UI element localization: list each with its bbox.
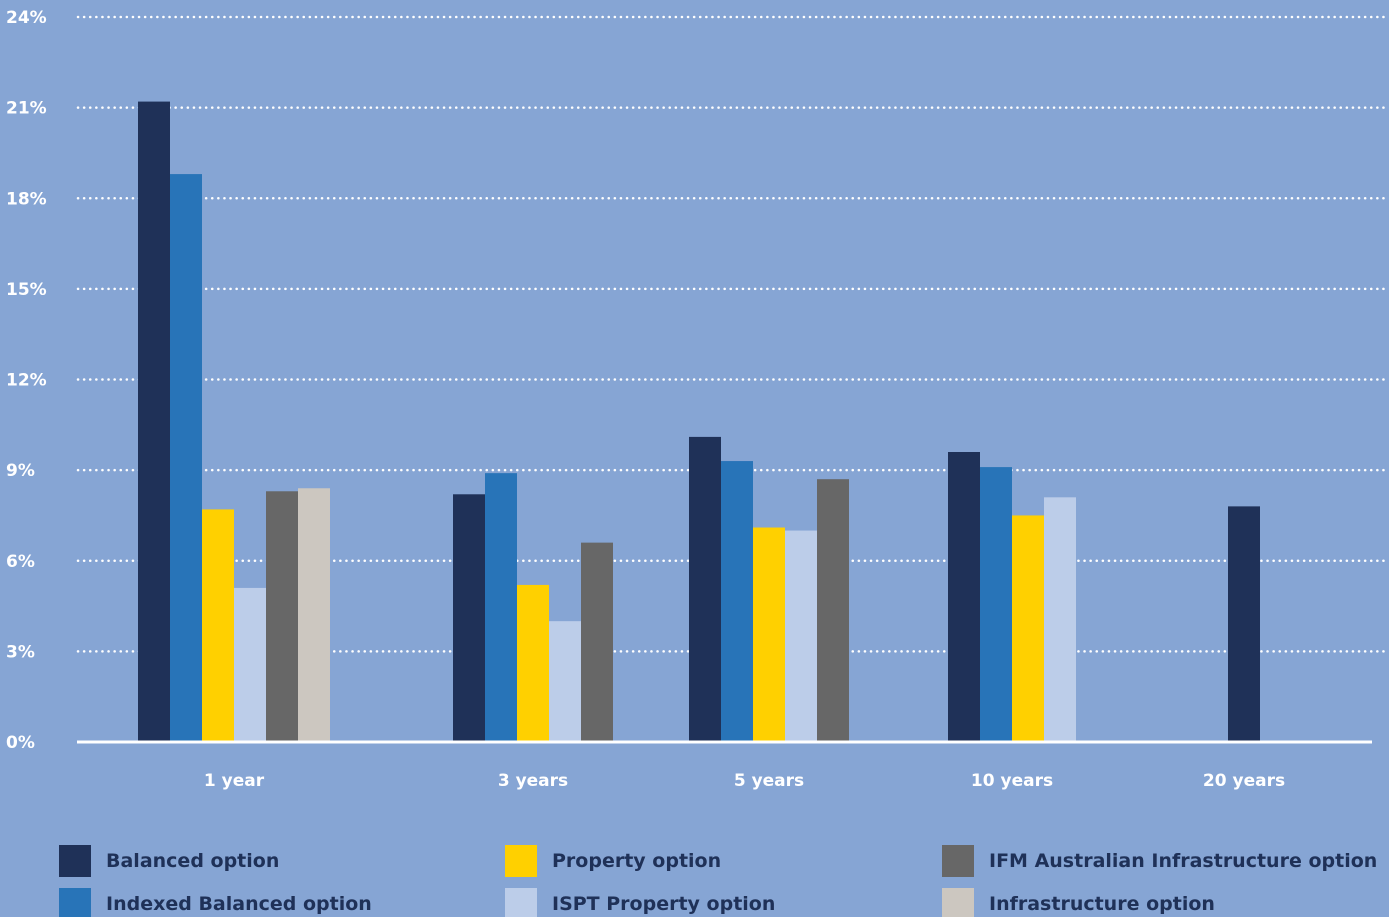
bar — [453, 494, 485, 742]
y-tick-label: 9% — [6, 461, 35, 481]
legend-label: Balanced option — [106, 850, 280, 872]
y-tick-label: 24% — [6, 8, 47, 28]
legend-swatch — [505, 888, 537, 917]
bar — [485, 473, 517, 742]
x-tick-label: 3 years — [498, 771, 568, 791]
legend-swatch — [505, 845, 537, 877]
x-axis-ticks: 1 year 3 years 5 years 10 years 20 years — [204, 771, 1285, 791]
bar — [948, 452, 980, 742]
bar — [689, 436, 721, 742]
y-tick-label: 12% — [6, 371, 47, 391]
legend: Balanced option Indexed Balanced option Pr… — [0, 836, 1389, 917]
bar — [202, 509, 234, 742]
bar — [785, 530, 817, 742]
y-tick-label: 6% — [6, 552, 35, 572]
x-tick-label: 1 year — [204, 771, 265, 791]
legend-item: Balanced option — [59, 845, 279, 877]
bar — [1228, 506, 1260, 742]
legend-swatch — [59, 888, 91, 917]
y-tick-label: 18% — [6, 189, 47, 209]
x-tick-label: 10 years — [971, 771, 1053, 791]
y-tick-label: 0% — [6, 733, 35, 753]
bar — [170, 174, 202, 743]
bar — [138, 101, 170, 743]
legend-label: IFM Australian Infrastructure option — [989, 850, 1378, 872]
y-axis-ticks: 0% 3% 6% 9% 12% 15% 18% 21% 24% — [6, 8, 47, 753]
legend-item: Property option — [505, 845, 721, 877]
legend-swatch — [59, 845, 91, 877]
legend-item: Indexed Balanced option — [59, 888, 372, 917]
bar — [753, 527, 785, 742]
bar — [721, 461, 753, 742]
bars — [138, 101, 1260, 743]
y-tick-label: 3% — [6, 642, 35, 662]
legend-swatch — [942, 845, 974, 877]
bar — [549, 621, 581, 742]
legend-item: Infrastructure option — [942, 888, 1215, 917]
x-tick-label: 5 years — [734, 771, 804, 791]
y-tick-label: 15% — [6, 280, 47, 300]
legend-label: Indexed Balanced option — [106, 893, 372, 915]
legend-swatch — [942, 888, 974, 917]
bar — [817, 479, 849, 742]
bar — [298, 488, 330, 742]
bar — [234, 587, 266, 742]
legend-item: ISPT Property option — [505, 888, 775, 917]
legend-item: IFM Australian Infrastructure option — [942, 845, 1377, 877]
bar — [1012, 515, 1044, 742]
legend-label: Property option — [552, 850, 722, 872]
bar — [980, 467, 1012, 742]
x-tick-label: 20 years — [1203, 771, 1285, 791]
bar — [1044, 497, 1076, 742]
bar — [581, 542, 613, 742]
y-tick-label: 21% — [6, 99, 47, 119]
bar — [517, 584, 549, 742]
legend-label: ISPT Property option — [552, 893, 776, 915]
bar — [266, 491, 298, 742]
legend-label: Infrastructure option — [989, 893, 1215, 915]
